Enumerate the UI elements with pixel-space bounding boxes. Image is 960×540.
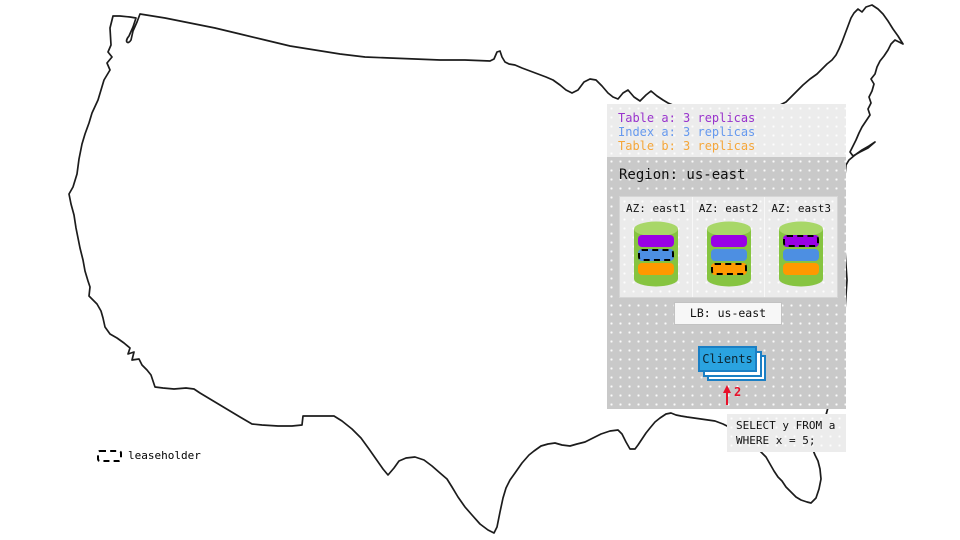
az-box-east3: AZ: east3 xyxy=(765,197,838,297)
replica-bars xyxy=(783,235,820,277)
arrow-step-label: 2 xyxy=(734,385,742,399)
replica-bar-index-a-leaseholder xyxy=(637,249,674,261)
clients-button: Clients xyxy=(698,346,757,372)
legend-table-a: Table a: 3 replicas xyxy=(618,111,756,125)
replica-bar-table-b xyxy=(783,263,820,275)
replica-bar-index-a xyxy=(710,249,747,261)
sql-line-1: SELECT y FROM a xyxy=(736,419,836,432)
replica-bar-table-a xyxy=(637,235,674,247)
az-box-east2: AZ: east2 xyxy=(692,197,765,297)
region-panel: Table a: 3 replicas Index a: 3 replicas … xyxy=(607,104,846,409)
az-row: AZ: east1 AZ: east2 xyxy=(619,196,838,298)
az-east2-label: AZ: east2 xyxy=(698,202,759,215)
replica-legend: Table a: 3 replicas Index a: 3 replicas … xyxy=(607,104,846,157)
replica-bar-table-b-leaseholder xyxy=(710,263,747,275)
clients-stack: Clients xyxy=(698,346,766,381)
replica-bars xyxy=(710,235,747,277)
leaseholder-key-label: leaseholder xyxy=(128,449,201,462)
database-cylinder xyxy=(633,221,678,287)
replica-bar-table-b xyxy=(637,263,674,275)
replica-bar-table-a-leaseholder xyxy=(783,235,820,247)
database-cylinder xyxy=(706,221,751,287)
az-box-east1: AZ: east1 xyxy=(620,197,692,297)
az-east3-label: AZ: east3 xyxy=(771,202,831,215)
legend-table-b: Table b: 3 replicas xyxy=(618,139,756,153)
replica-bars xyxy=(637,235,674,277)
load-balancer-box: LB: us-east xyxy=(674,302,782,325)
database-cylinder xyxy=(779,221,824,287)
sql-query-box: SELECT y FROM a WHERE x = 5; xyxy=(727,414,846,452)
region-box: Region: us-east AZ: east1 AZ: east2 xyxy=(607,157,846,409)
az-east1-label: AZ: east1 xyxy=(626,202,686,215)
request-arrow-line xyxy=(726,392,728,405)
request-arrow-icon xyxy=(723,385,731,393)
legend-index-a: Index a: 3 replicas xyxy=(618,125,756,139)
region-title: Region: us-east xyxy=(619,167,746,183)
sql-line-2: WHERE x = 5; xyxy=(736,434,816,447)
replica-bar-table-a xyxy=(710,235,747,247)
leaseholder-swatch-icon xyxy=(97,450,122,462)
replica-bar-index-a xyxy=(783,249,820,261)
